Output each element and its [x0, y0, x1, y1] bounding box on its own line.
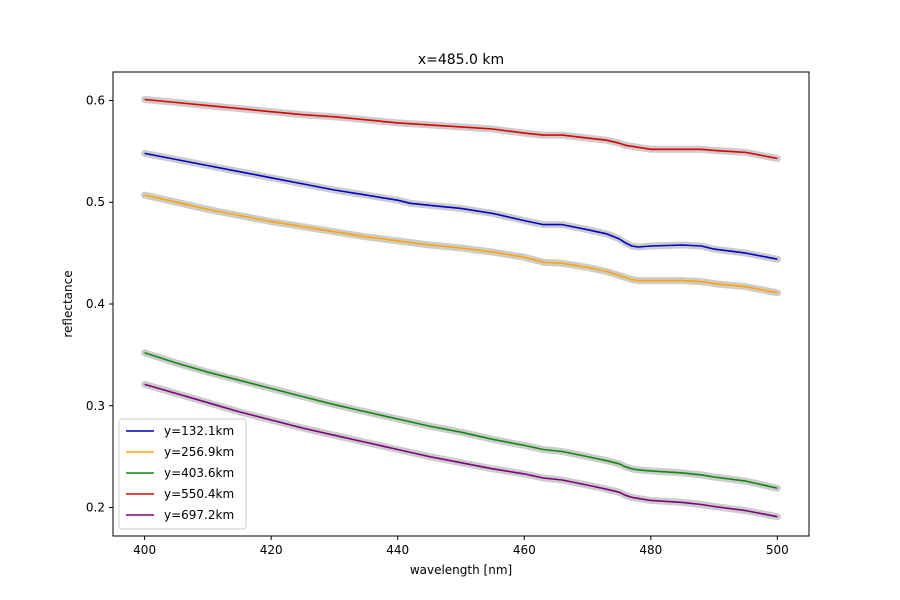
y-tick-label: 0.6: [86, 93, 105, 107]
y-tick-label: 0.5: [86, 195, 105, 209]
x-tick-label: 460: [513, 543, 536, 557]
y-tick-label: 0.2: [86, 501, 105, 515]
plot-area: [141, 96, 781, 521]
series-1-line: [144, 194, 778, 294]
series-2-line: [144, 352, 778, 489]
x-tick-label: 480: [639, 543, 662, 557]
series-0-line: [144, 152, 778, 260]
legend-label-3: y=550.4km: [164, 487, 234, 501]
x-tick-label: 400: [133, 543, 156, 557]
y-tick-label: 0.3: [86, 399, 105, 413]
x-axis-label: wavelength [nm]: [410, 563, 512, 577]
series-3-line: [144, 98, 778, 160]
chart-title: x=485.0 km: [418, 52, 504, 68]
legend-label-1: y=256.9km: [164, 445, 234, 459]
y-axis-label: reflectance: [61, 270, 75, 337]
legend-label-0: y=132.1km: [164, 424, 234, 438]
y-axis: 0.2 0.3 0.4 0.5 0.6: [86, 93, 113, 515]
x-tick-label: 500: [766, 543, 789, 557]
legend-box: [118, 418, 247, 530]
x-tick-label: 440: [386, 543, 409, 557]
legend-label-4: y=697.2km: [164, 508, 234, 522]
series-4-line: [144, 383, 778, 518]
x-axis: 400 420 440 460 480 500: [133, 536, 789, 557]
legend: y=132.1km y=256.9km y=403.6km y=550.4km y=69…: [118, 418, 247, 530]
x-tick-label: 420: [260, 543, 283, 557]
legend-label-2: y=403.6km: [164, 466, 234, 480]
series-0-band: [141, 149, 781, 263]
y-tick-label: 0.4: [86, 297, 105, 311]
